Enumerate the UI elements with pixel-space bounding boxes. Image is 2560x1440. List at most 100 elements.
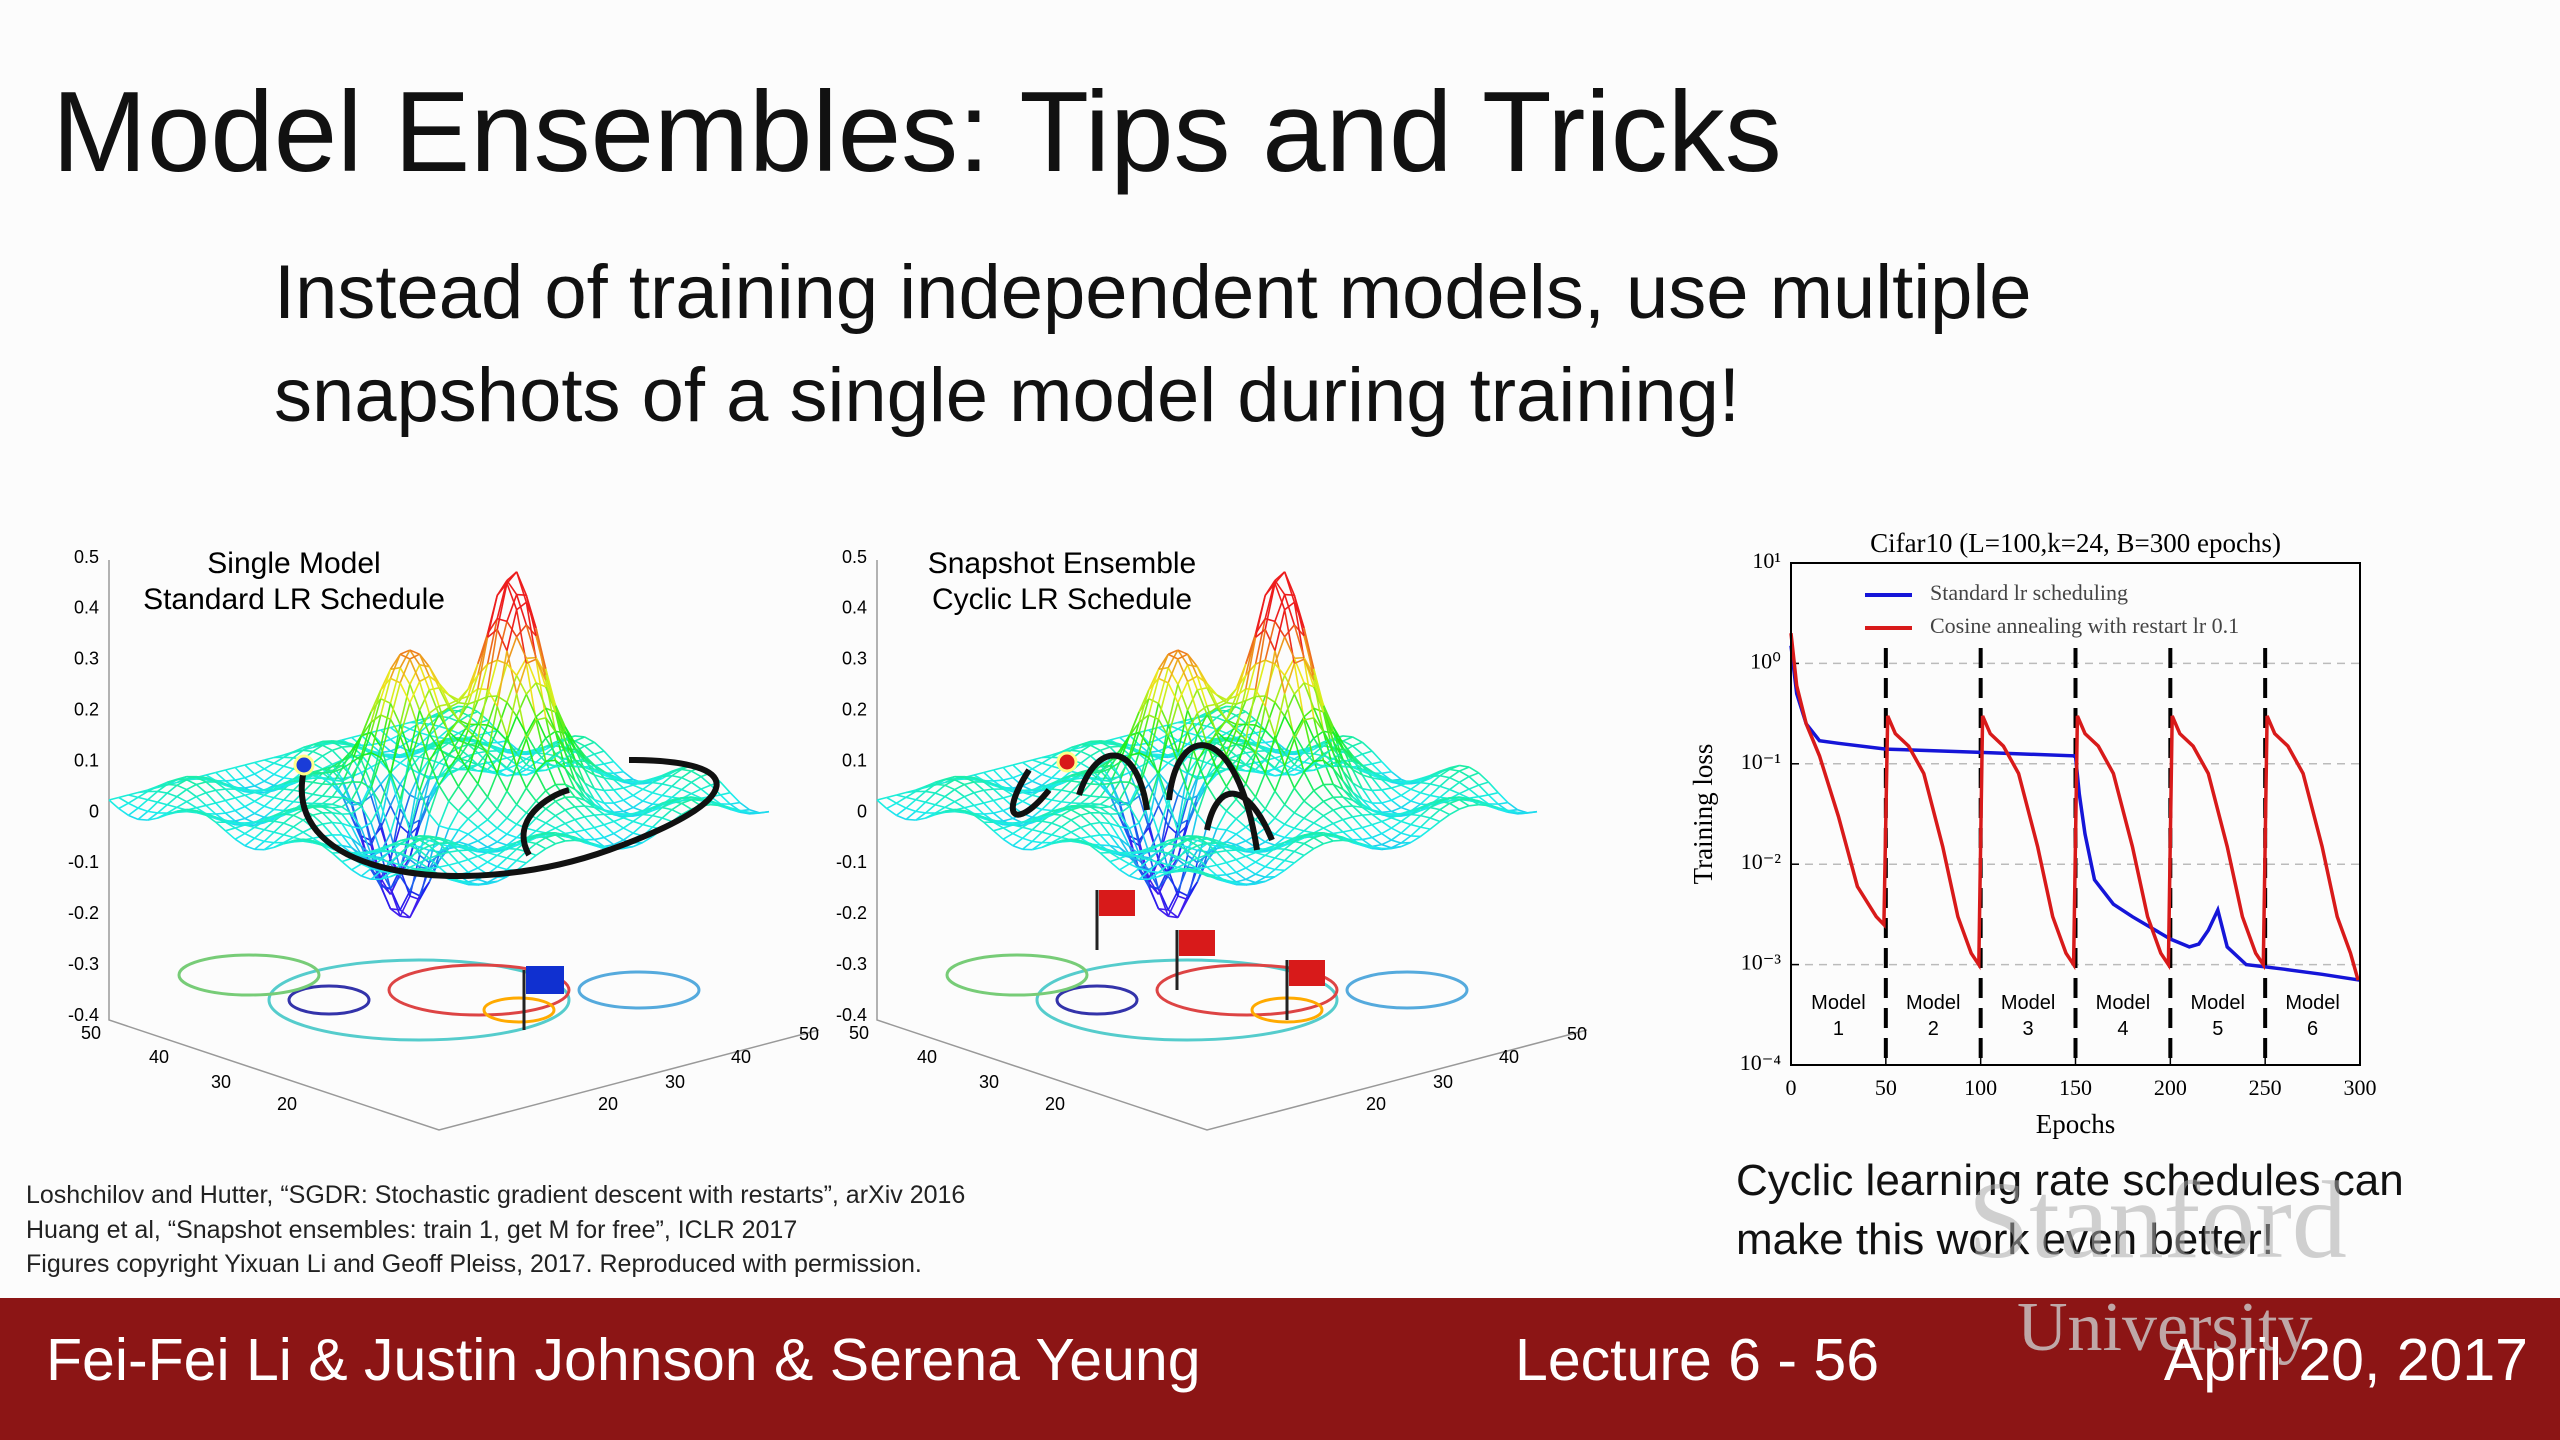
surface-mesh: [739, 809, 750, 814]
surface-mesh: [496, 702, 508, 731]
surface-mesh: [273, 773, 284, 779]
surface-mesh: [545, 737, 557, 755]
x-tick-label: 30: [211, 1072, 231, 1092]
surface-mesh: [273, 831, 284, 836]
surface-mesh: [399, 721, 411, 726]
surface-mesh: [467, 688, 479, 697]
surface-mesh: [544, 680, 557, 732]
surface-mesh: [486, 732, 498, 744]
x-tick-label: 200: [2154, 1075, 2187, 1100]
surface-mesh: [399, 739, 411, 748]
surface-mesh: [1449, 768, 1460, 772]
surface-mesh: [1507, 801, 1519, 811]
surface-mesh: [1186, 758, 1198, 774]
surface-mesh: [360, 722, 372, 756]
z-tick-label: -0.2: [836, 903, 867, 923]
surface-mesh: [486, 808, 498, 821]
surface-mesh: [1225, 723, 1237, 741]
surface-mesh: [1283, 765, 1296, 789]
surface-mesh: [1119, 805, 1130, 815]
surface-mesh: [254, 780, 265, 787]
surface-mesh: [457, 760, 469, 771]
surface-mesh: [613, 770, 624, 775]
surface-mesh: [1051, 751, 1062, 756]
surface-mesh: [642, 800, 653, 805]
surface-mesh: [496, 741, 508, 751]
surface-mesh: [322, 765, 333, 771]
surface-mesh: [361, 863, 372, 870]
surface-mesh: [380, 772, 392, 805]
surface-mesh: [1080, 744, 1091, 753]
surface-mesh: [496, 833, 508, 843]
surface-mesh: [458, 743, 469, 749]
surface-mesh: [1264, 746, 1276, 752]
surface-mesh: [205, 789, 216, 794]
surface-mesh: [535, 848, 547, 857]
surface-mesh: [1100, 740, 1111, 743]
surface-mesh: [497, 773, 508, 777]
surface-mesh: [1022, 829, 1033, 839]
surface-mesh: [332, 796, 342, 799]
z-tick-label: -0.4: [836, 1005, 867, 1025]
surface-mesh: [409, 710, 421, 753]
surface-mesh: [389, 771, 401, 785]
surface-mesh: [535, 817, 547, 824]
surface-mesh: [273, 788, 285, 799]
surface-mesh: [1254, 695, 1266, 726]
surface-mesh: [428, 689, 440, 715]
surface-mesh: [380, 714, 391, 720]
surface-mesh: [1322, 800, 1334, 811]
surface-mesh: [1099, 741, 1111, 748]
surface-mesh: [516, 763, 527, 771]
surface-mesh: [545, 761, 556, 768]
surface-mesh: [370, 689, 382, 713]
surface-mesh: [1129, 850, 1140, 854]
surface-mesh: [1439, 774, 1450, 779]
surface-mesh: [1061, 809, 1072, 816]
surface-mesh: [244, 832, 255, 839]
surface-mesh: [1313, 759, 1324, 763]
surface-mesh: [1119, 736, 1130, 746]
surface-mesh: [186, 801, 197, 809]
surface-mesh: [506, 594, 518, 622]
surface-mesh: [428, 675, 440, 707]
surface-mesh: [690, 775, 702, 784]
surface-mesh: [1022, 794, 1033, 802]
surface-mesh: [652, 774, 663, 780]
surface-mesh: [584, 766, 595, 772]
surface-mesh: [341, 861, 353, 871]
surface-mesh: [1449, 796, 1460, 799]
surface-mesh: [360, 752, 372, 783]
surface-mesh: [1100, 779, 1111, 782]
surface-mesh: [905, 799, 917, 809]
model-label: Model: [2096, 992, 2150, 1014]
surface-mesh: [467, 760, 479, 766]
surface-mesh: [166, 784, 178, 794]
surface-mesh: [312, 795, 324, 805]
surface-mesh: [1313, 760, 1325, 785]
surface-mesh: [457, 729, 469, 756]
surface-mesh: [409, 772, 421, 826]
surface-mesh: [322, 744, 333, 752]
surface-mesh: [468, 768, 478, 772]
surface-mesh: [632, 813, 644, 823]
x-tick-label: 30: [979, 1072, 999, 1092]
surface-mesh: [389, 799, 401, 834]
surface-mesh: [1177, 739, 1188, 746]
surface-mesh: [497, 865, 508, 871]
surface-mesh: [1274, 594, 1286, 622]
surface-mesh: [467, 729, 479, 741]
surface-mesh: [351, 755, 362, 764]
surface-mesh: [1196, 748, 1208, 780]
surface-mesh: [137, 810, 149, 820]
surface-mesh: [1371, 777, 1383, 791]
surface-mesh: [1332, 740, 1344, 749]
surface-mesh: [263, 831, 275, 842]
surface-mesh: [1206, 706, 1218, 716]
surface-mesh: [1352, 736, 1363, 743]
surface-mesh: [477, 734, 489, 744]
surface-mesh: [458, 879, 469, 884]
surface-mesh: [506, 833, 517, 839]
surface-mesh: [1284, 772, 1295, 776]
